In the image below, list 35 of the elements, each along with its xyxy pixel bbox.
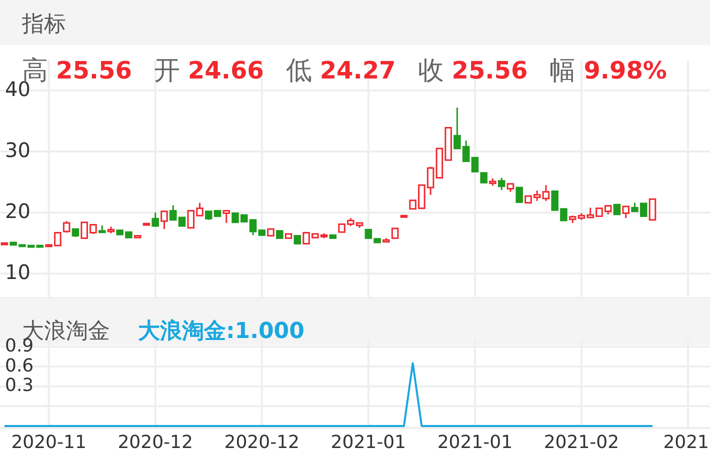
annotation: 开 xyxy=(154,56,180,86)
chart-title: 指标 xyxy=(21,12,66,38)
candlestick xyxy=(516,186,523,203)
annotation: 25.56 xyxy=(452,56,528,85)
y-tick-label: 0.6 xyxy=(5,355,34,376)
y-tick-label: 20 xyxy=(5,199,30,224)
y-tick-label: 0.3 xyxy=(5,375,34,396)
annotation: 24.66 xyxy=(188,56,264,85)
x-tick-label: 2021-02 xyxy=(544,432,620,453)
candlestick xyxy=(542,184,550,202)
candlestick xyxy=(152,212,159,228)
annotation: 9.98% xyxy=(584,56,667,85)
x-tick-label: 2021 xyxy=(663,432,709,453)
candlestick xyxy=(62,220,70,234)
annotation: 收 xyxy=(418,56,444,86)
candlestick xyxy=(648,198,656,221)
annotation: 低 xyxy=(286,56,312,86)
x-tick-label: 2021-01 xyxy=(437,432,513,453)
annotation: 25.56 xyxy=(56,56,132,85)
candlestick xyxy=(160,210,168,230)
candlestick xyxy=(613,204,621,216)
x-tick-label: 2020-11 xyxy=(11,432,86,453)
x-tick-label: 2021-01 xyxy=(330,432,406,453)
y-tick-label: 30 xyxy=(5,138,30,162)
x-tick-label: 2020-12 xyxy=(224,432,300,453)
x-tick-label: 2020-12 xyxy=(118,432,193,453)
candlestick xyxy=(222,210,230,224)
y-tick-label: 10 xyxy=(5,260,30,284)
candlestick xyxy=(498,177,506,191)
candlestick xyxy=(622,206,630,219)
annotation: 24.27 xyxy=(320,56,396,85)
candlestick xyxy=(169,204,177,221)
annotation: 大浪淘金:1.000 xyxy=(138,318,304,344)
candlestick xyxy=(391,228,399,239)
annotation: 幅 xyxy=(550,56,576,86)
